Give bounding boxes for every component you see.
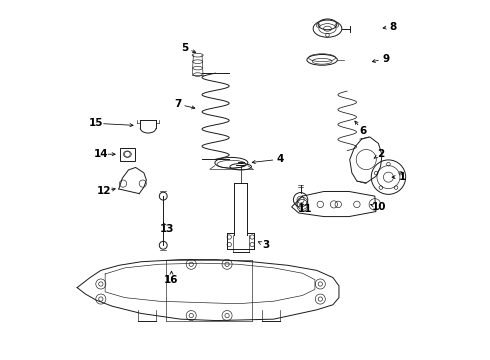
Text: 5: 5	[181, 43, 188, 53]
Text: 8: 8	[389, 22, 396, 32]
Text: 1: 1	[398, 172, 406, 182]
Bar	[120, 148, 135, 161]
Text: 3: 3	[262, 240, 270, 250]
Text: 6: 6	[359, 126, 366, 135]
Text: 15: 15	[89, 118, 103, 128]
Text: 2: 2	[377, 149, 384, 159]
Text: 7: 7	[174, 99, 181, 109]
Text: 10: 10	[372, 202, 387, 212]
Text: 9: 9	[382, 54, 389, 64]
Text: 11: 11	[298, 204, 313, 215]
Text: 13: 13	[160, 225, 174, 234]
Text: 12: 12	[97, 186, 112, 197]
Text: 4: 4	[276, 154, 284, 164]
Text: 14: 14	[94, 149, 108, 159]
Text: 16: 16	[164, 275, 179, 285]
